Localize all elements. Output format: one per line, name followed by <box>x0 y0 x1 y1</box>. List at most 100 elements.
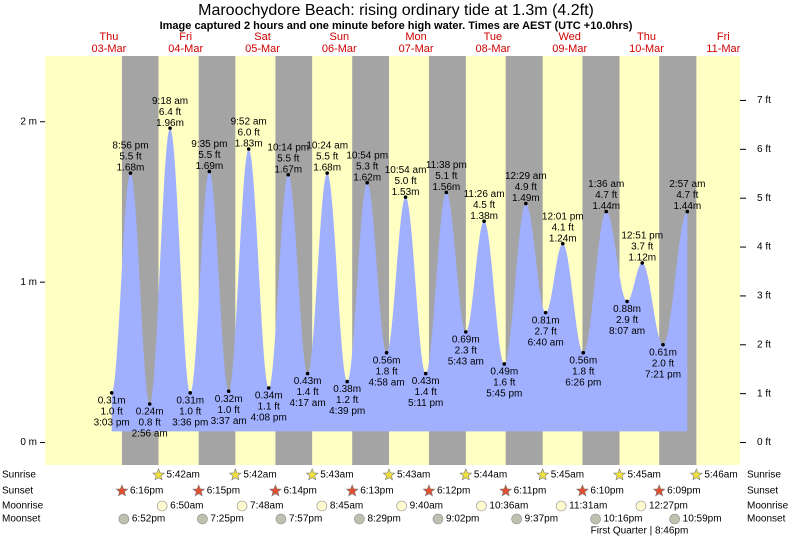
sunrise-time: 5:42am <box>243 470 276 481</box>
tide-point <box>147 402 152 406</box>
tide-label: 1.8 ft <box>572 366 594 377</box>
tide-label: 2:57 am <box>669 179 705 190</box>
tide-label: 4.5 ft <box>473 200 495 211</box>
sunset-time: 6:15pm <box>207 486 240 497</box>
tide-label: 1.4 ft <box>296 387 318 398</box>
tide-label: 12:29 am <box>505 171 547 182</box>
moonrise-icon <box>476 500 487 512</box>
tide-label: 5.0 ft <box>394 176 416 187</box>
tide-point <box>365 180 369 185</box>
tide-label: 0.56m <box>569 355 597 366</box>
tide-label: 4:39 pm <box>329 406 365 417</box>
tide-point <box>345 379 349 384</box>
moonset-time: 8:29pm <box>367 514 400 525</box>
tide-label: 3:37 am <box>211 416 247 427</box>
sunset-time: 6:16pm <box>130 486 163 497</box>
day-date: 07-Mar <box>399 43 434 55</box>
tide-point <box>560 241 565 246</box>
tide-label: 1.56m <box>432 182 460 193</box>
row-label: Moonrise <box>747 501 789 512</box>
tide-label: 5:43 am <box>448 357 484 368</box>
day-date: 08-Mar <box>475 43 510 55</box>
tide-label: 4.7 ft <box>595 190 617 201</box>
sunrise-icon <box>152 468 166 481</box>
moonrise-icon <box>396 500 407 512</box>
row-label: Sunset <box>747 486 778 497</box>
tide-label: 1.0 ft <box>218 405 240 416</box>
row-label: Sunrise <box>747 470 781 481</box>
tide-point <box>188 391 193 395</box>
moonrise-time: 9:40am <box>410 501 443 512</box>
tide-label: 2.9 ft <box>616 315 638 326</box>
moonset-time: 7:57pm <box>289 514 322 525</box>
tide-label: 1.83m <box>235 139 263 150</box>
moonset-icon <box>590 513 601 525</box>
moonset-icon <box>432 513 444 525</box>
tide-point <box>543 310 548 315</box>
tide-label: 6.0 ft <box>238 128 260 139</box>
day-name: Sun <box>330 31 350 43</box>
tide-point <box>524 201 528 206</box>
tide-label: 4.9 ft <box>515 182 537 193</box>
day-name: Tue <box>484 31 503 43</box>
tide-label: 11:26 am <box>464 189 505 200</box>
day-date: 09-Mar <box>552 43 587 55</box>
row-label: Sunset <box>2 486 33 497</box>
tide-label: 0.38m <box>333 384 361 395</box>
sunset-icon <box>345 484 359 497</box>
tide-label: 5:45 pm <box>486 389 522 400</box>
tide-label: 0.81m <box>532 315 560 326</box>
sunrise-icon <box>536 468 550 481</box>
tide-point <box>128 171 133 175</box>
row-label: Moonset <box>2 514 41 525</box>
tide-label: 1.24m <box>549 233 577 244</box>
tide-point <box>226 389 231 394</box>
tide-point <box>661 342 665 347</box>
tide-point <box>463 330 468 334</box>
tide-point <box>207 169 212 174</box>
tide-label: 10:14 pm <box>267 142 309 153</box>
tide-label: 9:52 am <box>231 117 267 128</box>
tide-label: 1.96m <box>156 118 184 129</box>
tide-label: 1.38m <box>470 211 498 222</box>
tide-point <box>581 350 586 355</box>
tide-label: 2.3 ft <box>455 346 477 357</box>
tide-label: 3:03 pm <box>94 417 130 428</box>
tide-label: 6:40 am <box>528 337 564 348</box>
tide-label: 5:11 pm <box>408 398 443 409</box>
tide-label: 9:35 pm <box>191 139 227 150</box>
tide-point <box>604 209 609 214</box>
tide-label: 2:56 am <box>132 429 168 440</box>
tide-label: 0.32m <box>215 394 243 405</box>
tide-label: 3.7 ft <box>631 242 653 253</box>
tide-label: 4:08 pm <box>251 413 287 424</box>
sunrise-icon <box>382 468 396 481</box>
tide-point <box>286 172 291 177</box>
tide-label: 0.8 ft <box>139 418 161 429</box>
tide-label: 10:24 am <box>306 141 348 152</box>
day-date: 03-Mar <box>91 43 126 55</box>
tide-label: 1:36 am <box>588 179 624 190</box>
tide-point <box>685 209 690 214</box>
tide-label: 9:18 am <box>152 96 188 107</box>
tide-label: 1.44m <box>673 201 701 212</box>
sunset-icon <box>422 484 436 497</box>
tide-label: 0.69m <box>452 335 480 346</box>
tide-label: 1.12m <box>628 253 656 264</box>
moonset-icon <box>275 513 287 525</box>
tide-label: 5.5 ft <box>316 152 338 163</box>
tide-label: 0.43m <box>412 376 440 387</box>
day-name: Wed <box>558 31 580 43</box>
sunrise-time: 5:45am <box>551 470 584 481</box>
tide-label: 1.67m <box>274 164 302 175</box>
sunrise-time: 5:42am <box>167 470 200 481</box>
tide-label: 1.1 ft <box>258 402 280 413</box>
tide-point <box>625 299 629 304</box>
sunset-time: 6:09pm <box>667 486 700 497</box>
moonset-icon <box>511 513 522 525</box>
moonrise-time: 11:31am <box>569 501 607 512</box>
moonrise-icon <box>156 500 168 512</box>
tide-label: 1.2 ft <box>336 395 358 406</box>
sunset-time: 6:10pm <box>590 486 623 497</box>
